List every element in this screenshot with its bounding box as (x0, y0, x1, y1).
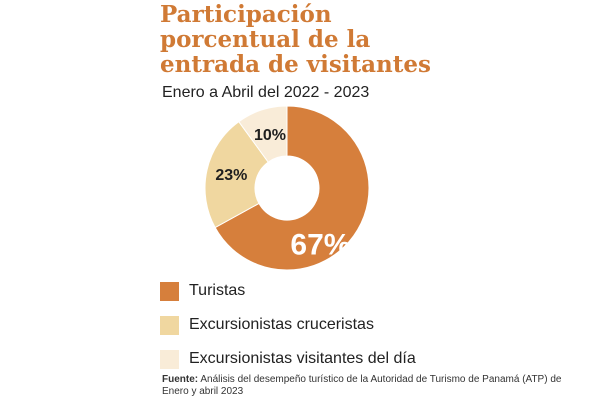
title-line-3: entrada de visitantes (160, 51, 431, 78)
legend-label: Turistas (189, 282, 246, 299)
legend-swatch (160, 349, 179, 369)
title-line-1: Participación (160, 1, 332, 28)
data-label-cruceristas: 23% (215, 167, 247, 184)
slice-turistas (214, 105, 370, 271)
legend-item-visitantes-dia: Excursionistas visitantes del día (160, 342, 416, 376)
legend-label: Excursionistas visitantes del día (189, 350, 416, 367)
donut-slices (204, 105, 370, 271)
legend-swatch (160, 281, 179, 301)
source-text: Análisis del desempeño turístico de la A… (162, 374, 562, 397)
legend-label: Excursionistas cruceristas (189, 316, 374, 333)
source-note: Fuente: Análisis del desempeño turístico… (162, 374, 582, 398)
title-line-2: porcentual de la (160, 26, 371, 53)
slice-cruceristas (204, 120, 269, 229)
donut-chart: 67% 23% 10% (204, 105, 370, 271)
legend-swatch (160, 315, 179, 335)
legend-item-turistas: Turistas (160, 274, 416, 308)
source-label: Fuente: (162, 374, 199, 385)
legend-item-cruceristas: Excursionistas cruceristas (160, 308, 416, 342)
slice-visitantes-dia (238, 105, 288, 163)
data-label-visitantes-dia: 10% (254, 127, 286, 144)
donut-data-labels: 67% 23% 10% (215, 127, 350, 261)
legend: Turistas Excursionistas cruceristas Excu… (160, 274, 416, 376)
chart-title: Participación porcentual de la entrada d… (160, 2, 460, 77)
data-label-turistas: 67% (290, 228, 350, 261)
chart-subtitle: Enero a Abril del 2022 - 2023 (162, 84, 370, 101)
